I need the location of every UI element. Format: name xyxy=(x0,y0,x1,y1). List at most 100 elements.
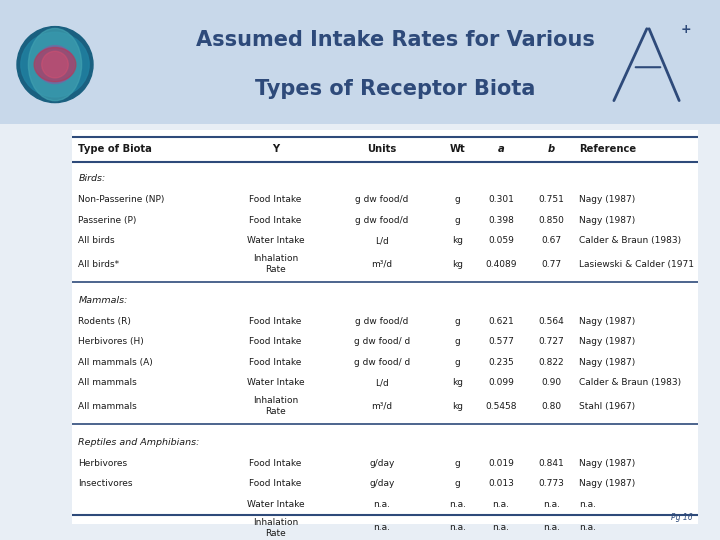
Text: Inhalation
Rate: Inhalation Rate xyxy=(253,518,298,538)
Ellipse shape xyxy=(21,32,89,97)
Text: Food Intake: Food Intake xyxy=(249,479,302,488)
Text: Nagy (1987): Nagy (1987) xyxy=(580,316,636,326)
Text: 0.301: 0.301 xyxy=(488,195,514,204)
Text: b: b xyxy=(548,144,554,154)
Text: Birds:: Birds: xyxy=(78,174,106,183)
Text: Nagy (1987): Nagy (1987) xyxy=(580,458,636,468)
Text: n.a.: n.a. xyxy=(492,523,510,532)
Text: Food Intake: Food Intake xyxy=(249,216,302,225)
Text: L/d: L/d xyxy=(375,378,389,387)
Text: 0.773: 0.773 xyxy=(539,479,564,488)
Text: Inhalation
Rate: Inhalation Rate xyxy=(253,396,298,416)
Text: 0.90: 0.90 xyxy=(541,378,562,387)
Ellipse shape xyxy=(28,29,81,100)
Text: kg: kg xyxy=(451,260,463,269)
Text: g dw food/d: g dw food/d xyxy=(356,316,409,326)
Text: 0.577: 0.577 xyxy=(488,337,514,346)
Text: All mammals: All mammals xyxy=(78,402,137,411)
Text: Nagy (1987): Nagy (1987) xyxy=(580,479,636,488)
Text: g: g xyxy=(454,479,460,488)
Ellipse shape xyxy=(36,45,74,84)
Text: g/day: g/day xyxy=(369,479,395,488)
Text: Rodents (R): Rodents (R) xyxy=(78,316,131,326)
Text: kg: kg xyxy=(451,402,463,411)
Text: Stahl (1967): Stahl (1967) xyxy=(580,402,636,411)
Text: 0.621: 0.621 xyxy=(488,316,514,326)
Text: kg: kg xyxy=(451,378,463,387)
Text: Water Intake: Water Intake xyxy=(247,500,305,509)
Text: g dw food/ d: g dw food/ d xyxy=(354,337,410,346)
Text: m³/d: m³/d xyxy=(372,402,392,411)
Text: Food Intake: Food Intake xyxy=(249,316,302,326)
Text: Reptiles and Amphibians:: Reptiles and Amphibians: xyxy=(78,437,199,447)
Text: 0.850: 0.850 xyxy=(539,216,564,225)
Text: n.a.: n.a. xyxy=(449,523,466,532)
Text: g dw food/ d: g dw food/ d xyxy=(354,357,410,367)
Text: Nagy (1987): Nagy (1987) xyxy=(580,216,636,225)
Text: Lasiewski & Calder (1971: Lasiewski & Calder (1971 xyxy=(580,260,694,269)
Text: Food Intake: Food Intake xyxy=(249,357,302,367)
Text: m³/d: m³/d xyxy=(372,260,392,269)
Text: 0.019: 0.019 xyxy=(488,458,514,468)
Text: 0.4089: 0.4089 xyxy=(485,260,517,269)
Text: a: a xyxy=(498,144,505,154)
Text: Water Intake: Water Intake xyxy=(247,378,305,387)
Text: Reference: Reference xyxy=(580,144,636,154)
Text: 0.67: 0.67 xyxy=(541,237,562,245)
Text: n.a.: n.a. xyxy=(580,523,596,532)
Text: Passerine (P): Passerine (P) xyxy=(78,216,137,225)
Text: 0.80: 0.80 xyxy=(541,402,562,411)
Text: Nagy (1987): Nagy (1987) xyxy=(580,357,636,367)
Text: Y: Y xyxy=(272,144,279,154)
Text: 0.398: 0.398 xyxy=(488,216,514,225)
Text: g: g xyxy=(454,337,460,346)
Text: Food Intake: Food Intake xyxy=(249,337,302,346)
Text: 0.841: 0.841 xyxy=(539,458,564,468)
Text: g: g xyxy=(454,216,460,225)
Text: All birds: All birds xyxy=(78,237,115,245)
Text: Mammals:: Mammals: xyxy=(78,295,127,305)
Text: Calder & Braun (1983): Calder & Braun (1983) xyxy=(580,237,682,245)
Text: g dw food/d: g dw food/d xyxy=(356,195,409,204)
Text: 0.099: 0.099 xyxy=(488,378,514,387)
Text: 0.235: 0.235 xyxy=(488,357,514,367)
Ellipse shape xyxy=(42,51,68,78)
Text: All mammals: All mammals xyxy=(78,378,137,387)
Text: Water Intake: Water Intake xyxy=(247,237,305,245)
Text: g dw food/d: g dw food/d xyxy=(356,216,409,225)
Text: Nagy (1987): Nagy (1987) xyxy=(580,195,636,204)
Text: g: g xyxy=(454,316,460,326)
Text: All mammals (A): All mammals (A) xyxy=(78,357,153,367)
Text: Pg 16: Pg 16 xyxy=(670,513,692,522)
Text: 0.751: 0.751 xyxy=(539,195,564,204)
Text: 0.77: 0.77 xyxy=(541,260,562,269)
Text: 0.5458: 0.5458 xyxy=(485,402,517,411)
Text: n.a.: n.a. xyxy=(543,500,559,509)
Text: 0.564: 0.564 xyxy=(539,316,564,326)
Text: n.a.: n.a. xyxy=(580,500,596,509)
Ellipse shape xyxy=(17,26,93,103)
Text: Nagy (1987): Nagy (1987) xyxy=(580,337,636,346)
Text: Food Intake: Food Intake xyxy=(249,458,302,468)
Text: n.a.: n.a. xyxy=(374,523,390,532)
Text: Herbivores: Herbivores xyxy=(78,458,127,468)
Text: Herbivores (H): Herbivores (H) xyxy=(78,337,144,346)
Text: 0.013: 0.013 xyxy=(488,479,514,488)
Text: Type of Biota: Type of Biota xyxy=(78,144,152,154)
Text: n.a.: n.a. xyxy=(543,523,559,532)
Text: Units: Units xyxy=(367,144,397,154)
Ellipse shape xyxy=(34,48,76,82)
Text: g/day: g/day xyxy=(369,458,395,468)
Text: g: g xyxy=(454,458,460,468)
Text: Food Intake: Food Intake xyxy=(249,195,302,204)
Text: g: g xyxy=(454,195,460,204)
Text: Non-Passerine (NP): Non-Passerine (NP) xyxy=(78,195,165,204)
Text: 0.822: 0.822 xyxy=(539,357,564,367)
Text: kg: kg xyxy=(451,237,463,245)
Text: Insectivores: Insectivores xyxy=(78,479,132,488)
Text: 0.727: 0.727 xyxy=(539,337,564,346)
Text: +: + xyxy=(681,23,692,36)
Text: n.a.: n.a. xyxy=(492,500,510,509)
Text: Wt: Wt xyxy=(449,144,465,154)
Text: n.a.: n.a. xyxy=(374,500,390,509)
